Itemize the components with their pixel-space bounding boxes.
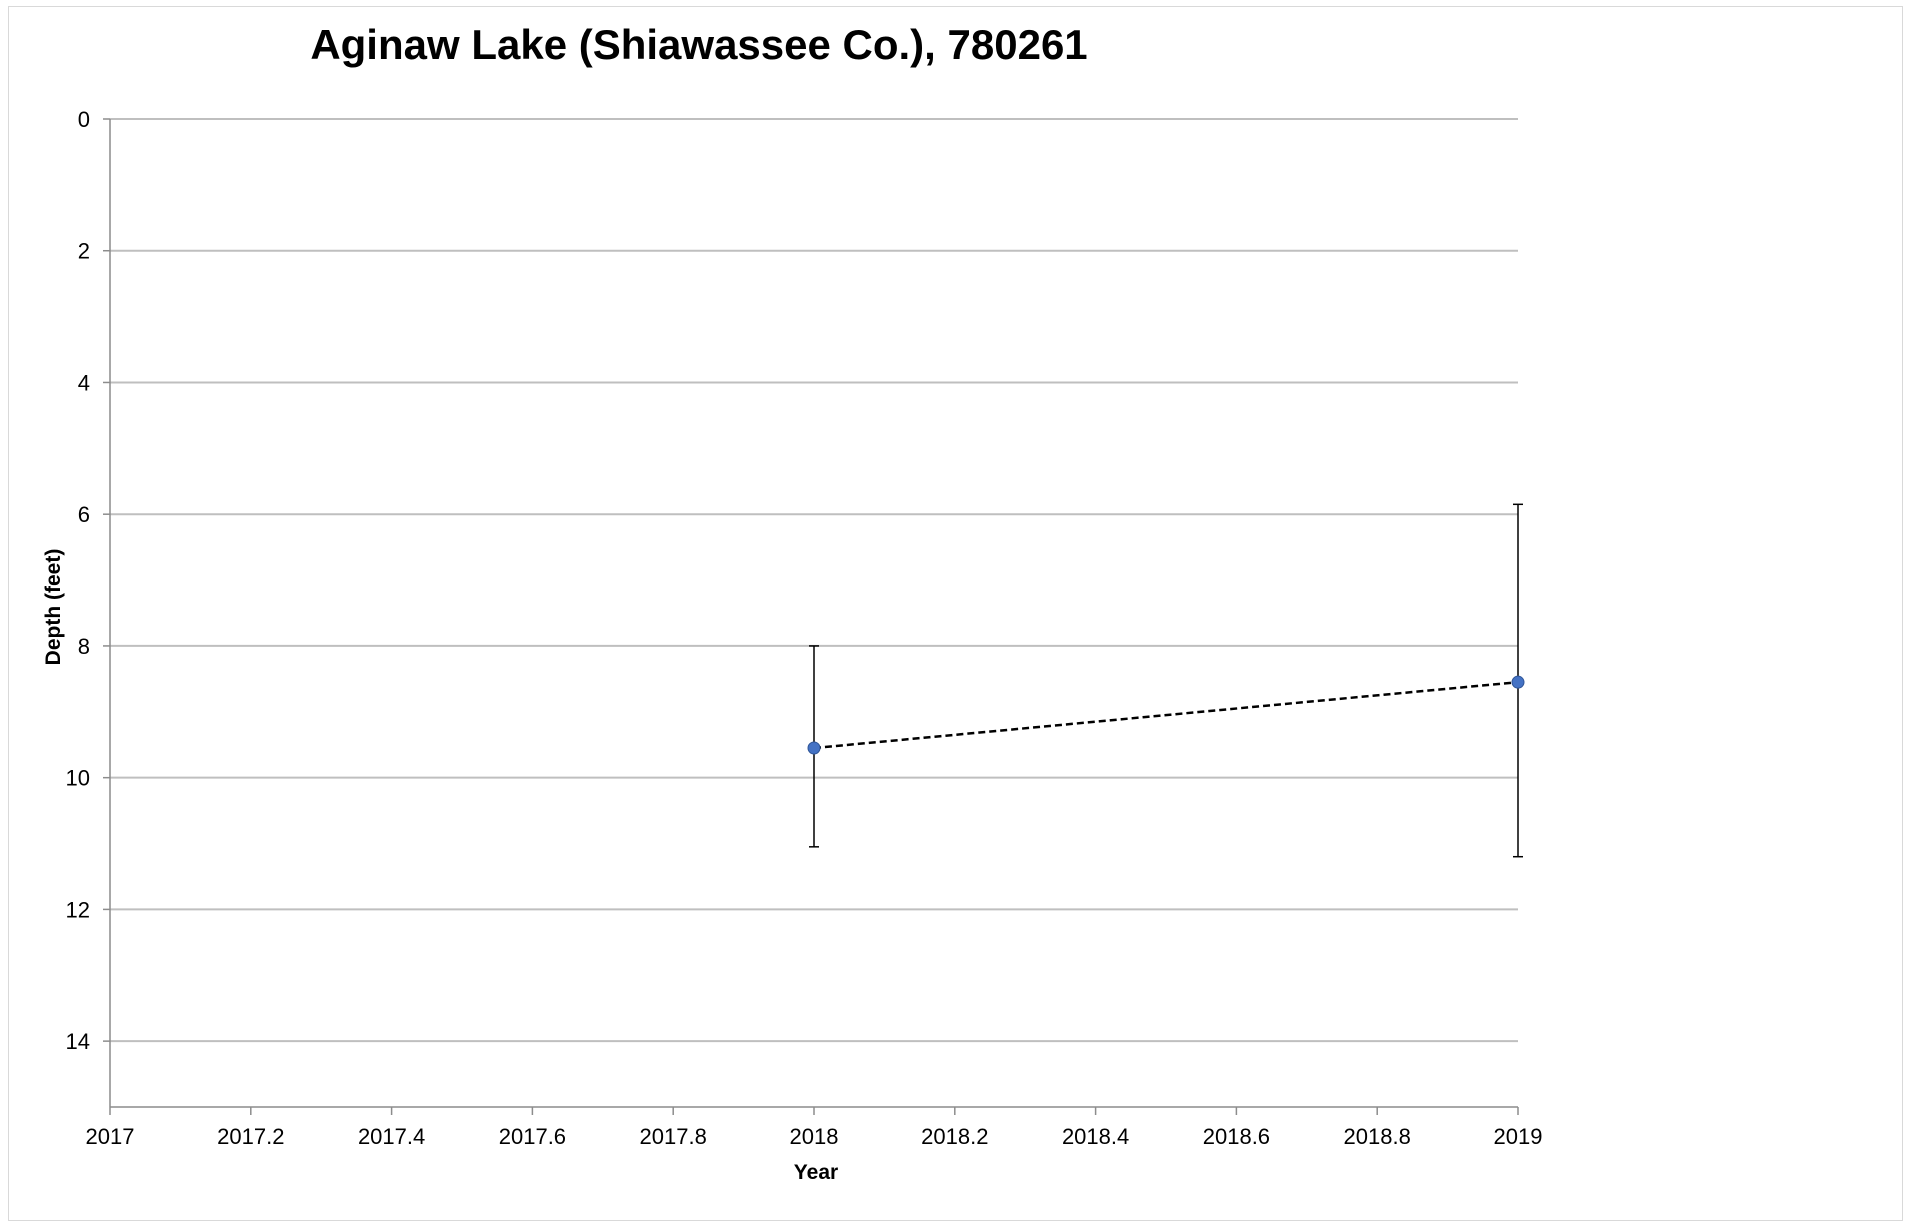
data-point	[1511, 675, 1525, 689]
y-tick-label: 14	[66, 1029, 90, 1054]
y-tick-label: 8	[78, 634, 90, 659]
axes	[103, 118, 1519, 1115]
x-axis-label: Year	[794, 1161, 838, 1184]
x-tick-label: 2017	[86, 1124, 135, 1149]
y-tick-label: 10	[66, 766, 90, 791]
chart-title: Aginaw Lake (Shiawassee Co.), 780261	[310, 21, 1087, 68]
x-tick-label: 2018	[790, 1124, 839, 1149]
y-tick-label: 2	[78, 239, 90, 264]
x-tick-label: 2018.6	[1203, 1124, 1270, 1149]
x-tick-label: 2018.4	[1062, 1124, 1129, 1149]
data-series	[807, 503, 1525, 858]
y-tick-labels: 0 2 4 6 8 10 12 14	[66, 107, 90, 1054]
y-tick-label: 4	[78, 370, 90, 395]
chart-area: Aginaw Lake (Shiawassee Co.), 780261 0 2 4…	[8, 6, 1903, 1221]
x-tick-label: 2019	[1494, 1124, 1543, 1149]
depth-chart: Aginaw Lake (Shiawassee Co.), 780261 0 2 4…	[42, 21, 1543, 1184]
x-tick-label: 2017.6	[499, 1124, 566, 1149]
x-tick-label: 2017.8	[640, 1124, 707, 1149]
x-tick-labels: 2017 2017.2 2017.4 2017.6 2017.8 2018 2018.2 20…	[86, 1124, 1543, 1149]
data-point	[807, 741, 821, 755]
gridlines	[110, 118, 1518, 1043]
y-tick-label: 12	[66, 897, 90, 922]
x-tick-label: 2017.2	[217, 1124, 284, 1149]
x-tick-label: 2017.4	[358, 1124, 425, 1149]
x-tick-label: 2018.8	[1344, 1124, 1411, 1149]
y-tick-label: 6	[78, 502, 90, 527]
series-line	[813, 680, 1519, 750]
y-tick-label: 0	[78, 107, 90, 132]
y-axis-label: Depth (feet)	[42, 549, 65, 666]
x-tick-label: 2018.2	[921, 1124, 988, 1149]
